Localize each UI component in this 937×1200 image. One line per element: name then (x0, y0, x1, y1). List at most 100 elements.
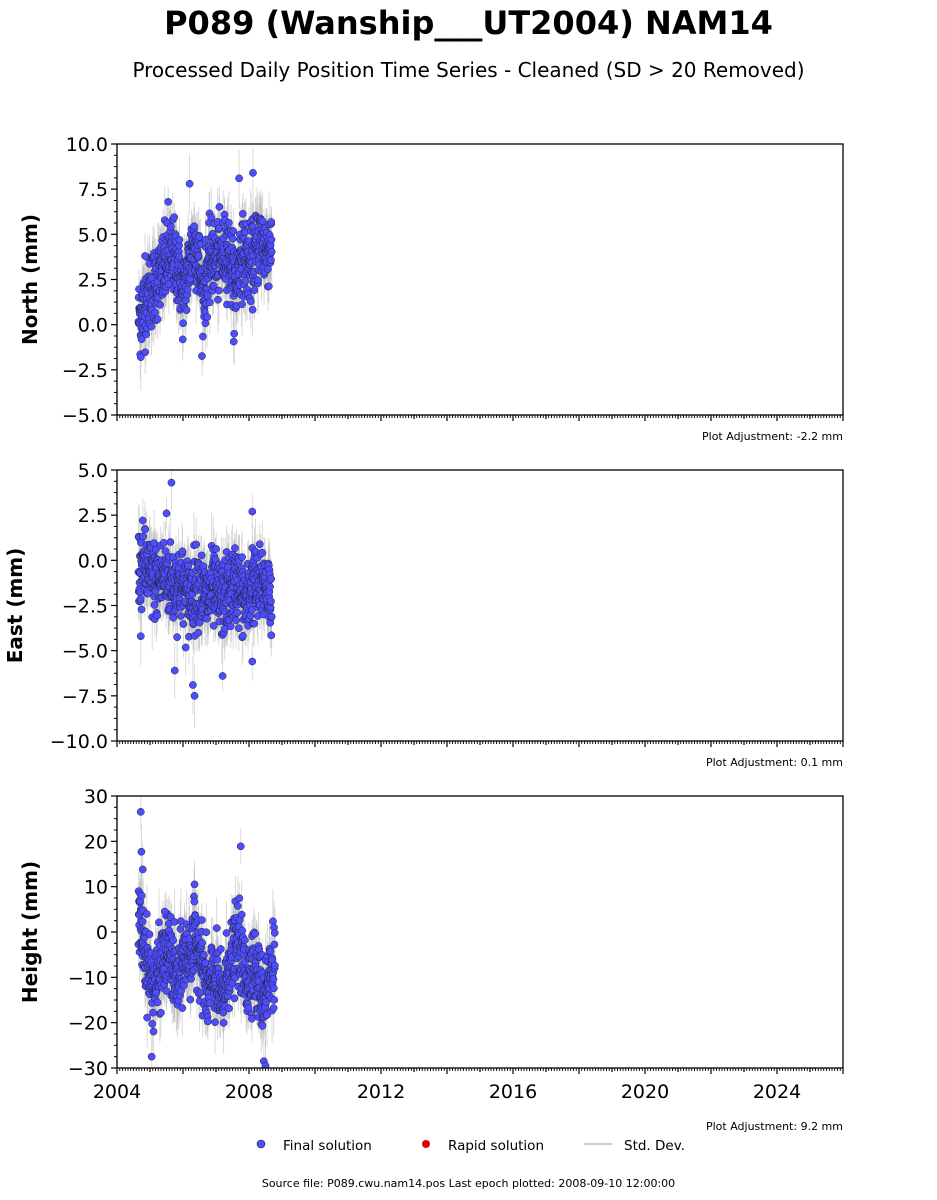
data-point (138, 516, 147, 525)
data-point (203, 614, 211, 623)
data-point (207, 213, 216, 222)
data-point (178, 335, 187, 344)
data-point (267, 235, 276, 244)
data-point (161, 547, 170, 555)
data-point (182, 306, 191, 314)
data-point (219, 1018, 228, 1027)
data-point (235, 894, 244, 903)
data-point (150, 539, 158, 547)
data-point (175, 236, 184, 244)
data-point (217, 945, 225, 953)
data-point (212, 924, 221, 932)
data-point (184, 561, 193, 570)
data-point (137, 335, 146, 344)
data-point (189, 681, 197, 689)
data-point (229, 227, 238, 235)
data-point (157, 1008, 165, 1017)
data-point (138, 917, 147, 926)
data-point (201, 959, 210, 967)
data-point (267, 612, 276, 621)
data-point (199, 332, 207, 341)
data-point (148, 1020, 157, 1028)
data-point (149, 1027, 158, 1036)
data-point (222, 929, 231, 937)
chart-title: P089 (Wanship___UT2004) NAM14 (164, 4, 773, 42)
chart-subtitle: Processed Daily Position Time Series - C… (132, 58, 805, 82)
data-point (202, 928, 211, 937)
data-point (232, 616, 240, 625)
data-point (194, 251, 203, 260)
data-point (173, 633, 181, 642)
data-point (258, 548, 267, 557)
data-point (267, 218, 276, 226)
data-point (226, 622, 235, 631)
data-point (205, 999, 214, 1008)
data-point (142, 910, 151, 918)
y-tick-label: −5.0 (62, 641, 108, 663)
data-point (178, 547, 187, 556)
data-point (198, 352, 206, 360)
data-point (164, 197, 172, 206)
data-point (238, 926, 247, 935)
data-point (160, 539, 168, 547)
data-point (233, 902, 242, 910)
data-point (190, 691, 199, 700)
data-point (137, 891, 146, 900)
data-point (166, 538, 175, 546)
y-axis-label: North (mm) (18, 214, 42, 345)
data-point (267, 575, 275, 583)
y-tick-label: 2.5 (78, 505, 108, 527)
data-point (136, 632, 145, 641)
y-tick-label: 7.5 (78, 179, 108, 201)
data-point (194, 628, 203, 637)
y-tick-label: 0.0 (78, 550, 108, 572)
data-point (209, 281, 218, 290)
y-tick-label: 5.0 (78, 224, 108, 246)
y-tick-label: 0.0 (78, 315, 108, 337)
data-point (147, 322, 156, 331)
final-solution-points (134, 478, 276, 700)
data-point (248, 305, 257, 314)
final-solution-points (134, 169, 276, 362)
data-point (143, 1013, 152, 1022)
data-point (141, 525, 150, 534)
data-point (203, 313, 212, 321)
data-point (162, 987, 171, 995)
data-point (153, 998, 162, 1007)
data-point (211, 1018, 219, 1027)
data-point (251, 929, 259, 938)
data-point (250, 619, 259, 628)
data-point (195, 618, 204, 627)
data-point (143, 589, 152, 598)
y-tick-label: −5.0 (62, 405, 108, 427)
data-point (178, 1004, 187, 1012)
data-point (218, 672, 227, 680)
data-point (239, 631, 247, 640)
data-point (233, 608, 242, 617)
data-point (266, 582, 274, 591)
y-tick-label: −7.5 (62, 686, 108, 708)
data-point (264, 265, 272, 274)
data-point (234, 624, 243, 633)
data-point (150, 601, 159, 609)
data-point (215, 224, 223, 233)
data-point (197, 551, 206, 560)
data-point (167, 222, 175, 231)
data-point (250, 286, 259, 295)
data-point (231, 544, 239, 552)
data-point (162, 509, 171, 518)
data-point (248, 507, 257, 516)
plot-adjustment-note: Plot Adjustment: -2.2 mm (702, 430, 843, 443)
data-point (203, 1017, 212, 1026)
data-point (151, 308, 159, 317)
data-point (190, 897, 199, 906)
data-point (141, 348, 150, 357)
data-point (181, 643, 190, 652)
data-point (238, 553, 246, 562)
data-point (192, 540, 201, 549)
data-point (198, 939, 207, 947)
panel-1: 10.0 7.5 5.0 2.5 0.0 −2.5 −5.0 North (mm) Plot A… (18, 134, 844, 443)
data-point (244, 1004, 253, 1012)
data-point (205, 298, 214, 307)
data-point (185, 179, 194, 188)
